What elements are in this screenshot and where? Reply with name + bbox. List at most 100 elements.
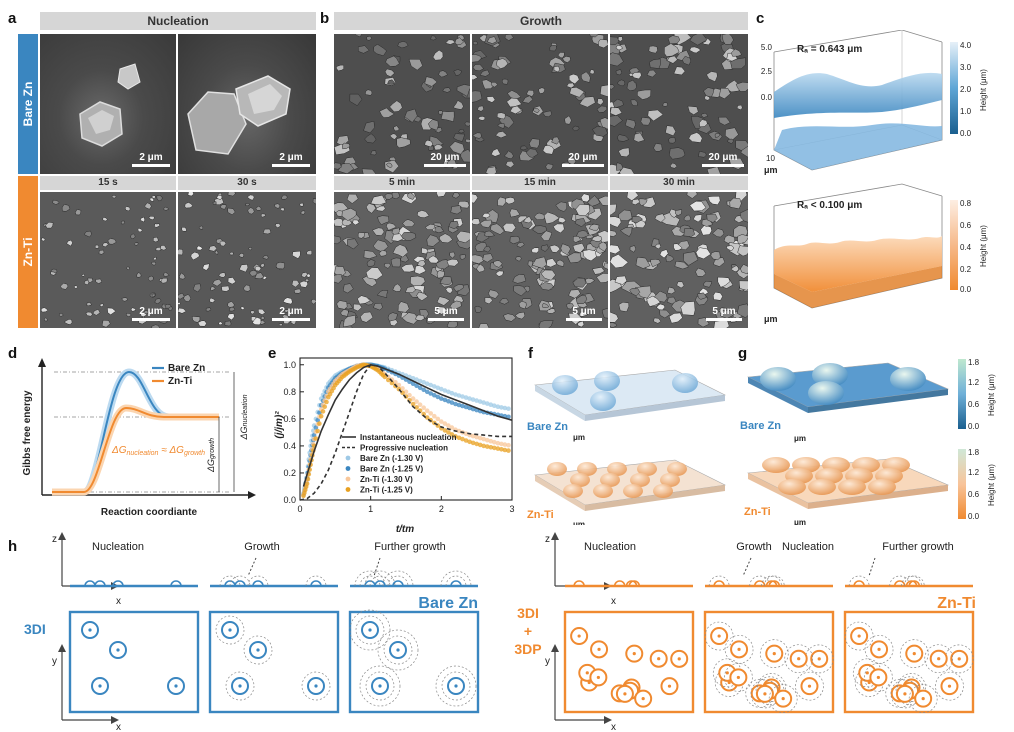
time-label: 5 min [334,176,470,190]
nucleus [615,684,634,703]
afm-3d-plots: 5.0 2.5 0.0 Rₐ = 0.643 μm 10 μm 4.0 3.0 … [761,30,988,324]
grain [615,162,624,171]
grain [589,69,595,75]
grain [95,278,103,284]
colorbar-label: Height (μm) [979,69,988,111]
legend-label: Zn-Ti (-1.30 V) [360,475,413,484]
data-point [499,441,504,447]
grain [721,34,734,45]
data-point [400,386,405,391]
grain [676,281,685,289]
grain [363,120,375,134]
grain [610,254,629,269]
grain [649,58,661,69]
grain [151,324,160,328]
grain [713,319,730,328]
grain [591,235,603,242]
grain [572,125,580,132]
colorbar-tick: 0.8 [960,199,972,208]
grain [695,267,707,277]
data-point [463,395,469,400]
nucleus [759,639,789,668]
grain [610,322,618,328]
grain [404,285,416,294]
grain [224,320,232,327]
data-point [446,389,451,395]
grain [495,131,508,139]
grain [615,44,624,51]
nucleus [377,629,419,671]
data-point [492,403,497,408]
panel-label-g: g [738,345,748,362]
grain [619,226,633,237]
grain [246,194,255,201]
data-point [439,419,444,424]
grain [41,307,49,313]
side-nucleus [310,580,322,587]
colorbar-tick: 0.0 [968,512,980,521]
grain [635,256,651,269]
grain [334,235,342,245]
grain [370,194,387,206]
grain [227,192,236,197]
grain [502,222,517,233]
grain [665,254,675,263]
grain [151,195,156,199]
grain [343,315,356,328]
grain [625,118,636,130]
data-point [417,378,423,384]
data-point [506,448,511,453]
grain [555,201,568,212]
grain [529,138,540,149]
grain [41,237,46,242]
nucleus [804,644,834,674]
data-point [449,425,455,430]
grain [456,230,470,244]
grain [221,285,230,292]
data-point [488,438,494,444]
nucleus [167,677,185,695]
sem-image-bare-nucleation-1: 2 μm [40,34,176,174]
grain [101,319,111,328]
grain [482,253,494,263]
grain [301,271,308,278]
data-point [492,445,497,451]
nucleus-dome [623,484,643,498]
grain [196,245,204,251]
grain [479,219,492,228]
data-point [417,402,423,407]
scale-bar: 20 μm [424,152,466,167]
nucleus [215,615,245,645]
data-point [435,416,441,422]
substrate-top-view [68,610,200,714]
grain [360,311,374,323]
grain [365,89,373,96]
data-point [322,404,327,409]
data-point [315,417,320,423]
grain [92,308,101,316]
sem-image-bare-nucleation-2: 2 μm [178,34,316,174]
nucleus [899,639,929,668]
nucleus [724,634,754,664]
grain [404,108,418,123]
grain [669,147,686,160]
colorbar-label: Height (μm) [979,225,988,267]
grain [402,219,416,227]
grain [610,230,618,237]
grain [601,308,608,319]
nucleus-dome [593,484,613,498]
growth-sim-bare-zn: Bare Zn μm 1.8 1.2 0.6 0.0 Height (μm) [740,358,996,443]
side-nucleus [112,580,124,587]
data-point [499,405,504,410]
data-point [456,393,462,398]
grain [387,312,398,322]
grain [385,162,393,168]
side-nucleus [374,580,386,587]
equal-barrier-annotation: ΔGnucleation ≈ ΔGgrowth [111,445,205,457]
grain [454,37,465,46]
grain [526,89,535,97]
grain [540,269,556,281]
grain [673,66,686,76]
grain [192,283,202,293]
grain [280,207,285,212]
